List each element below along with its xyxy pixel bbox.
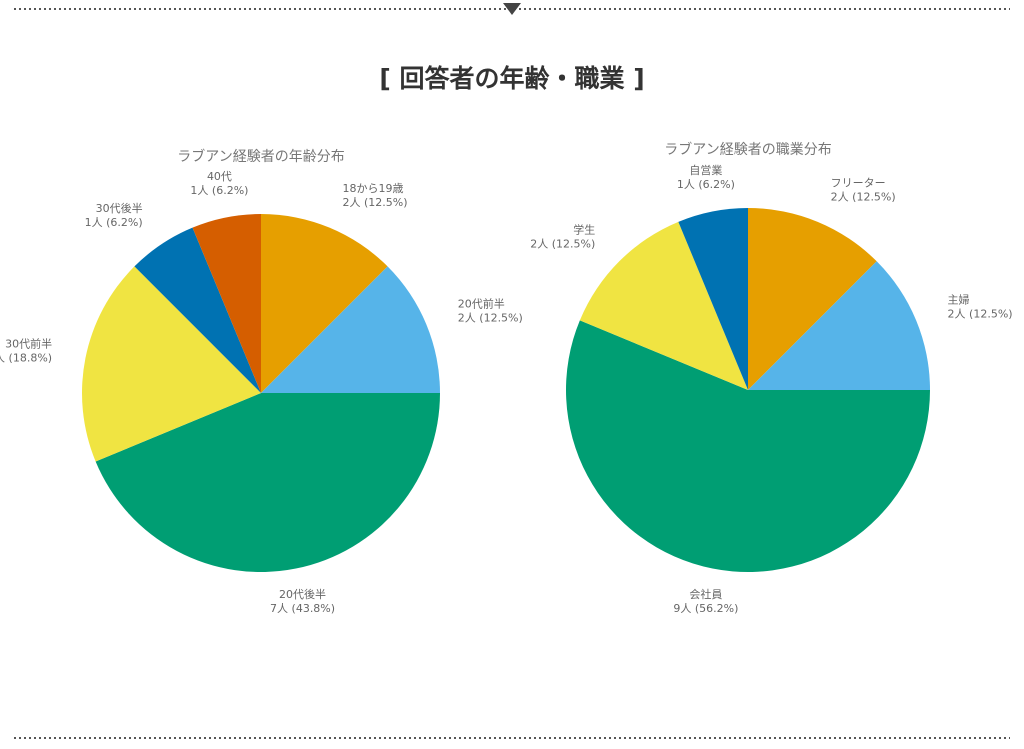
- slice-label: 会社員: [689, 587, 722, 601]
- slice-label: 主婦: [948, 292, 970, 306]
- slice-value-label: 2人 (12.5%): [458, 311, 523, 324]
- divider-arrow: [503, 3, 521, 15]
- slice-value-label: 3人 (18.8%): [0, 351, 52, 364]
- pie-slice: [748, 208, 877, 390]
- slice-label: 30代前半: [5, 336, 52, 350]
- slice-value-label: 7人 (43.8%): [270, 602, 335, 615]
- slice-label: 18から19歳: [343, 182, 404, 195]
- pie-slice: [134, 227, 261, 393]
- pie-slice: [261, 214, 388, 393]
- slice-label: フリーター: [831, 176, 886, 189]
- slice-value-label: 1人 (6.2%): [190, 184, 248, 197]
- slice-label: 自営業: [689, 163, 722, 177]
- pie-slice: [678, 208, 748, 390]
- slice-value-label: 9人 (56.2%): [673, 602, 738, 615]
- slice-label: 40代: [207, 170, 232, 183]
- slice-label: 30代後半: [96, 201, 143, 215]
- chart-title: ラブアン経験者の年齢分布: [177, 148, 344, 165]
- slice-value-label: 2人 (12.5%): [343, 196, 408, 209]
- pie-slice: [748, 261, 931, 390]
- slice-value-label: 2人 (12.5%): [530, 237, 595, 250]
- slice-label: 学生: [573, 222, 595, 236]
- page-title: [ 回答者の年齢・職業 ]: [379, 64, 644, 93]
- slice-value-label: 2人 (12.5%): [831, 190, 896, 203]
- chart-title: ラブアン経験者の職業分布: [664, 141, 831, 158]
- pie-slice: [82, 266, 261, 462]
- slice-value-label: 1人 (6.2%): [85, 216, 143, 229]
- slice-value-label: 1人 (6.2%): [677, 178, 735, 191]
- pie-slice: [579, 221, 748, 390]
- pie-slice: [192, 214, 261, 393]
- pie-slice: [95, 393, 441, 572]
- slice-value-label: 2人 (12.5%): [948, 307, 1013, 320]
- slice-label: 20代後半: [279, 587, 326, 601]
- pie-slice: [566, 320, 930, 572]
- slice-label: 20代前半: [458, 296, 505, 310]
- pie-slice: [261, 266, 440, 393]
